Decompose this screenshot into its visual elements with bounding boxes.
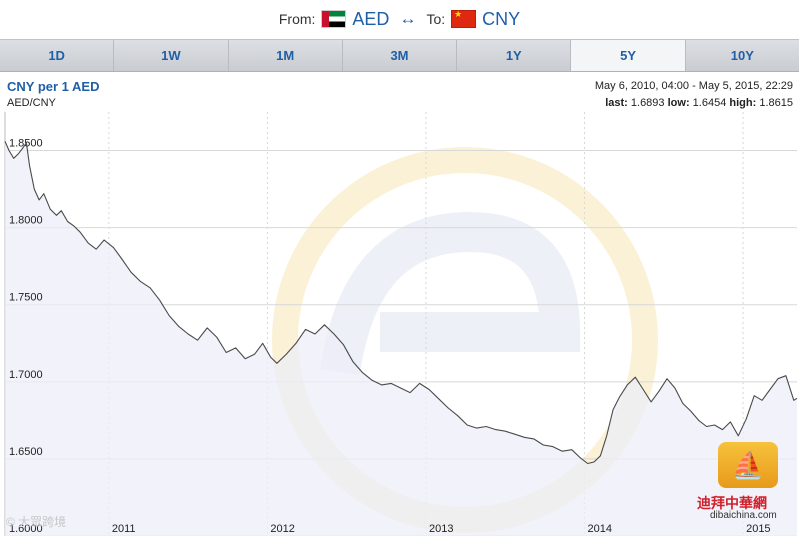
tab-1w[interactable]: 1W [114, 40, 229, 71]
from-label: From: [278, 11, 316, 27]
high-value: 1.8615 [759, 97, 793, 109]
to-currency[interactable]: CNY [482, 8, 521, 29]
y-tick-label: 1.7500 [9, 292, 43, 304]
swap-arrows-icon[interactable]: ↔ [399, 9, 417, 28]
tab-1m[interactable]: 1M [228, 40, 343, 71]
source-watermark: © 大眾跨境 [6, 515, 67, 529]
x-tick-label: 2011 [112, 523, 136, 535]
tab-5y[interactable]: 5Y [571, 40, 686, 71]
y-tick-label: 1.8000 [9, 215, 43, 227]
china-flag-icon[interactable] [451, 9, 477, 28]
from-currency[interactable]: AED [352, 8, 390, 29]
low-value: 1.6454 [692, 97, 727, 109]
y-tick-label: 1.7000 [9, 369, 43, 381]
currency-pair: From: AED ↔ To: CNY [0, 7, 799, 31]
uae-flag-icon[interactable] [321, 10, 347, 28]
tab-1y[interactable]: 1Y [457, 40, 572, 71]
low-label: low: [667, 97, 690, 109]
tab-10y[interactable]: 10Y [685, 40, 799, 71]
y-tick-label: 1.6000 [9, 523, 43, 535]
price-stats: last: 1.6893 low: 1.6454 high: 1.8615 [605, 97, 793, 109]
dibaichina-logo-text: 迪拜中華網 [697, 496, 767, 512]
exchange-rate-chart[interactable]: 1.6000 1.6500 1.7000 1.7500 1.8000 1.8500 201… [0, 112, 799, 536]
chart-title: CNY per 1 AED [7, 79, 100, 94]
high-label: high: [729, 97, 757, 109]
x-tick-label: 2014 [588, 523, 612, 535]
x-tick-label: 2013 [429, 523, 453, 535]
chart-subtitle: AED/CNY [7, 97, 56, 109]
date-range: May 6, 2010, 04:00 - May 5, 2015, 22:29 [594, 80, 793, 92]
x-tick-label: 2015 [746, 523, 770, 535]
dibaichina-logo-url: dibaichina.com [710, 510, 777, 521]
last-value: 1.6893 [630, 97, 665, 109]
tab-1d[interactable]: 1D [0, 40, 115, 71]
y-tick-label: 1.8500 [9, 138, 43, 150]
currency-pair-header: From: AED ↔ To: CNY [0, 0, 799, 39]
period-tabs: 1D 1W 1M 3M 1Y 5Y 10Y [0, 39, 799, 72]
series-line[interactable] [4, 141, 798, 465]
last-label: last: [605, 97, 628, 109]
dibaichina-logo-icon: ⛵ [718, 442, 778, 488]
x-tick-label: 2012 [270, 523, 294, 535]
to-label: To: [426, 11, 446, 27]
series-area-fill [5, 141, 797, 536]
tab-3m[interactable]: 3M [342, 40, 458, 71]
y-tick-label: 1.6500 [9, 446, 43, 458]
